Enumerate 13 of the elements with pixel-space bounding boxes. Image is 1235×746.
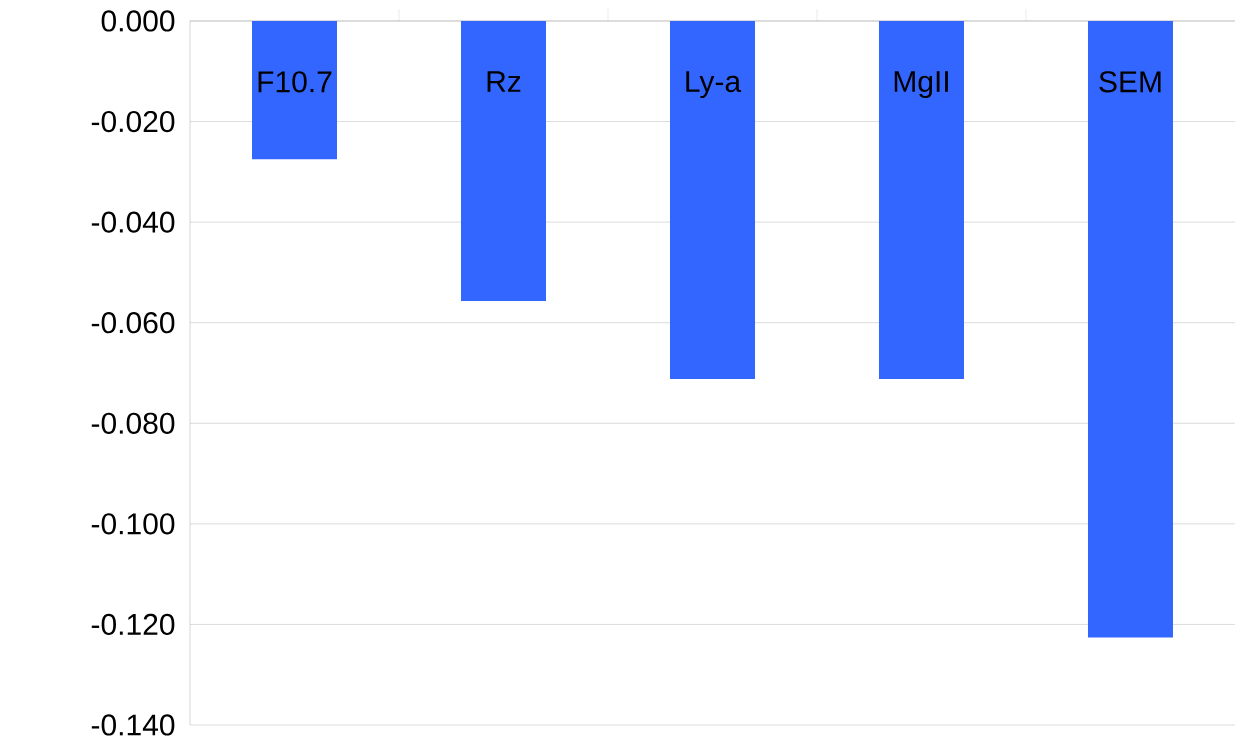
x-tick-label: SEM	[1099, 71, 1161, 93]
x-tick-label: Rz	[487, 71, 521, 92]
y-tick-label: -0.100	[91, 513, 175, 535]
y-tick-label: -0.040	[91, 211, 175, 233]
y-tick-label: -0.020	[91, 110, 175, 133]
y-tick-label: -0.140	[91, 714, 175, 736]
y-tick-label: -0.080	[91, 412, 175, 434]
y-tick-label: -0.060	[91, 312, 175, 334]
y-tick-label: 0.000	[101, 10, 175, 32]
y-tick-label: -0.120	[91, 613, 175, 636]
x-tick-label: Ly-a	[686, 71, 742, 99]
x-tick-label: F10.7	[258, 71, 332, 93]
x-tick-label: MgII	[894, 71, 948, 99]
